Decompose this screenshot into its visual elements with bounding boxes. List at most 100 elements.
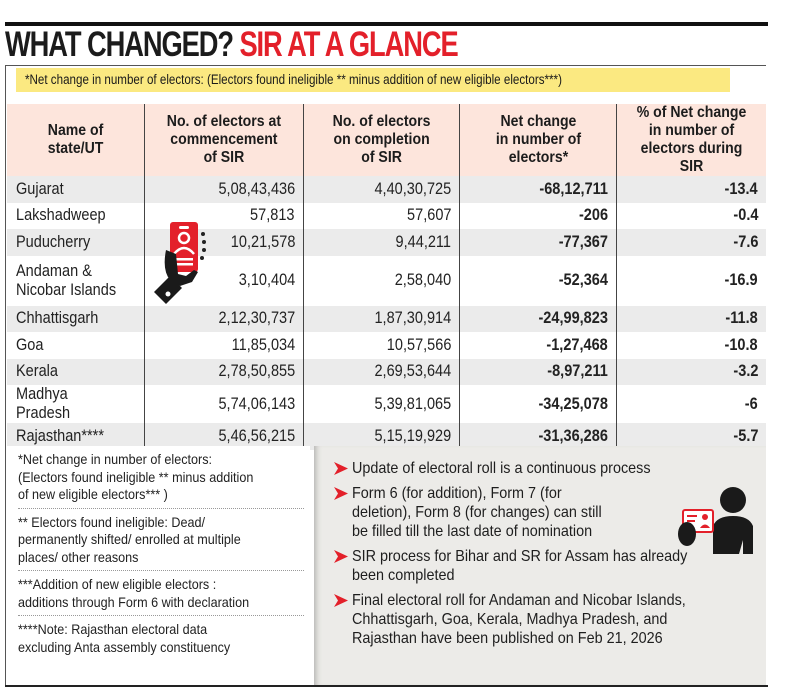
- key-point-line: Form 6 (for addition), Form 7 (for: [352, 485, 562, 502]
- footnote-line: of new eligible electors*** ): [18, 486, 168, 502]
- table-row: Puducherry 10,21,578 9,44,211 -77,367 -7.6: [7, 229, 766, 256]
- red-arrow-icon: [334, 487, 348, 500]
- state-name-line: Madhya Pradesh: [16, 385, 71, 422]
- header-line: Net change: [500, 113, 577, 130]
- cell-completion: 2,69,53,644: [303, 358, 461, 385]
- table-header-row: Name of state/UT No. of electors at commenc…: [7, 104, 766, 176]
- footnote-line: ****Note: Rajasthan electoral data: [18, 621, 208, 637]
- header-commencement: No. of electors at commencement of SIR: [144, 104, 304, 176]
- cell-percent-change: -0.4: [616, 203, 766, 230]
- cell-net-change: -31,36,286: [459, 423, 617, 450]
- cell-completion-value: 4,40,30,725: [374, 179, 452, 198]
- footnote-line: places/ other reasons: [18, 548, 139, 565]
- header-line: on completion: [333, 131, 430, 148]
- footnotes-panel: *Net change in number of electors: (Elect…: [7, 446, 310, 685]
- cell-percent-change-value: -16.9: [724, 271, 758, 289]
- footnote: ****Note: Rajasthan electoral data exclud…: [18, 616, 304, 660]
- cell-commencement-value: 5,08,43,436: [218, 179, 295, 198]
- cell-net-change: -68,12,711: [459, 176, 617, 203]
- header-line: state/UT: [47, 140, 104, 157]
- header-line: No. of electors: [332, 113, 431, 130]
- header-net-change: Net change in number of electors*: [459, 104, 617, 176]
- state-name-line: Lakshadweep: [16, 206, 106, 225]
- header-state: Name of state/UT: [7, 104, 146, 176]
- title-part-black: WHAT CHANGED?: [5, 25, 234, 64]
- table-row: Andaman & Nicobar Islands 3,10,404 2,58,040…: [7, 255, 766, 306]
- cell-commencement-value: 2,12,30,737: [218, 309, 295, 328]
- key-point: SIR process for Bihar and SR for Assam h…: [314, 547, 766, 585]
- cell-percent-change-value: -13.4: [724, 179, 758, 198]
- footnote-line: ***Addition of new eligible electors :: [18, 576, 217, 592]
- cell-percent-change: -6: [616, 385, 766, 423]
- cell-commencement-value: 11,85,034: [231, 335, 295, 354]
- cell-completion: 10,57,566: [303, 332, 461, 359]
- cell-percent-change: -16.9: [616, 256, 766, 306]
- footnote: *Net change in number of electors: (Elect…: [18, 446, 304, 509]
- cell-net-change-value: -8,97,211: [547, 362, 608, 381]
- header-line: electors during SIR: [640, 140, 743, 175]
- footnote-line: ** Electors found ineligible: Dead/: [18, 513, 206, 530]
- cell-net-change: -1,27,468: [459, 332, 617, 359]
- header-line: No. of electors at: [167, 113, 282, 130]
- cell-state: Goa: [7, 332, 146, 359]
- key-point-line: Final electoral roll for Andaman and Nic…: [352, 592, 686, 609]
- cell-state: Gujarat: [7, 176, 146, 203]
- cell-net-change: -206: [459, 202, 617, 229]
- state-name-line: Nicobar Islands: [16, 280, 117, 299]
- cell-percent-change-value: -11.8: [725, 309, 758, 328]
- cell-completion-value: 9,44,211: [395, 232, 452, 251]
- header-completion: No. of electors on completion of SIR: [303, 104, 461, 176]
- cell-net-change: -52,364: [459, 255, 617, 306]
- cell-percent-change: -13.4: [616, 176, 766, 203]
- table-row: Goa 11,85,034 10,57,566 -1,27,468 -10.8: [7, 332, 766, 359]
- cell-state: Rajasthan****: [7, 423, 146, 450]
- cell-percent-change: -11.8: [616, 305, 766, 332]
- state-name-line: Goa: [16, 335, 44, 354]
- cell-percent-change-value: -3.2: [732, 362, 758, 381]
- cell-percent-change: -10.8: [616, 332, 766, 359]
- cell-percent-change-value: -10.8: [724, 335, 758, 354]
- cell-completion: 5,15,19,929: [303, 423, 461, 450]
- cell-completion: 57,607: [303, 202, 461, 229]
- cell-completion-value: 1,87,30,914: [374, 309, 452, 328]
- cell-commencement: 2,12,30,737: [144, 305, 304, 332]
- cell-net-change-value: -1,27,468: [546, 335, 608, 354]
- cell-percent-change: -5.7: [616, 423, 766, 450]
- cell-net-change-value: -52,364: [558, 271, 608, 289]
- cell-completion-value: 5,39,81,065: [374, 394, 452, 413]
- footnote-line: additions through Form 6 with declaratio…: [18, 593, 250, 610]
- hand-holding-voter-id-icon: [154, 222, 206, 304]
- cell-percent-change: -3.2: [616, 358, 766, 385]
- key-point-line: Update of electoral roll is a continuous…: [352, 460, 651, 477]
- header-line: electors*: [508, 149, 568, 166]
- cell-completion: 4,40,30,725: [303, 176, 461, 203]
- red-arrow-icon: [334, 550, 348, 563]
- cell-completion: 1,87,30,914: [303, 305, 461, 332]
- state-name-line: Puducherry: [16, 232, 91, 251]
- cell-net-change: -8,97,211: [459, 358, 617, 385]
- state-name-line: Gujarat: [16, 179, 64, 198]
- cell-percent-change-value: -6: [745, 394, 758, 413]
- cell-net-change: -34,25,078: [459, 385, 617, 423]
- footnote-line: permanently shifted/ enrolled at multipl…: [18, 531, 241, 547]
- cell-completion-value: 2,69,53,644: [374, 362, 452, 381]
- cell-commencement-value: 57,813: [250, 206, 295, 225]
- state-name-line: Rajasthan****: [16, 426, 104, 445]
- cell-net-change-value: -77,367: [558, 232, 608, 251]
- cell-commencement: 5,46,56,215: [144, 423, 304, 450]
- person-showing-id-card-icon: [678, 487, 753, 554]
- red-arrow-icon: [334, 462, 348, 475]
- cell-state: Madhya Pradesh: [7, 385, 146, 423]
- header-line: in number of: [648, 122, 735, 139]
- cell-state: Andaman & Nicobar Islands: [7, 255, 146, 306]
- cell-state: Puducherry: [7, 229, 146, 256]
- title-rule: [5, 22, 768, 26]
- bottom-rule: [5, 685, 768, 687]
- key-point: Form 6 (for addition), Form 7 (for deleti…: [314, 484, 766, 541]
- cell-percent-change-value: -7.6: [732, 232, 758, 251]
- cell-net-change: -24,99,823: [459, 305, 617, 332]
- header-line: of SIR: [203, 149, 245, 166]
- cell-state: Chhattisgarh: [7, 305, 146, 332]
- footnote-line: (Electors found ineligible ** minus addi…: [18, 468, 254, 485]
- cell-state: Kerala: [7, 358, 146, 385]
